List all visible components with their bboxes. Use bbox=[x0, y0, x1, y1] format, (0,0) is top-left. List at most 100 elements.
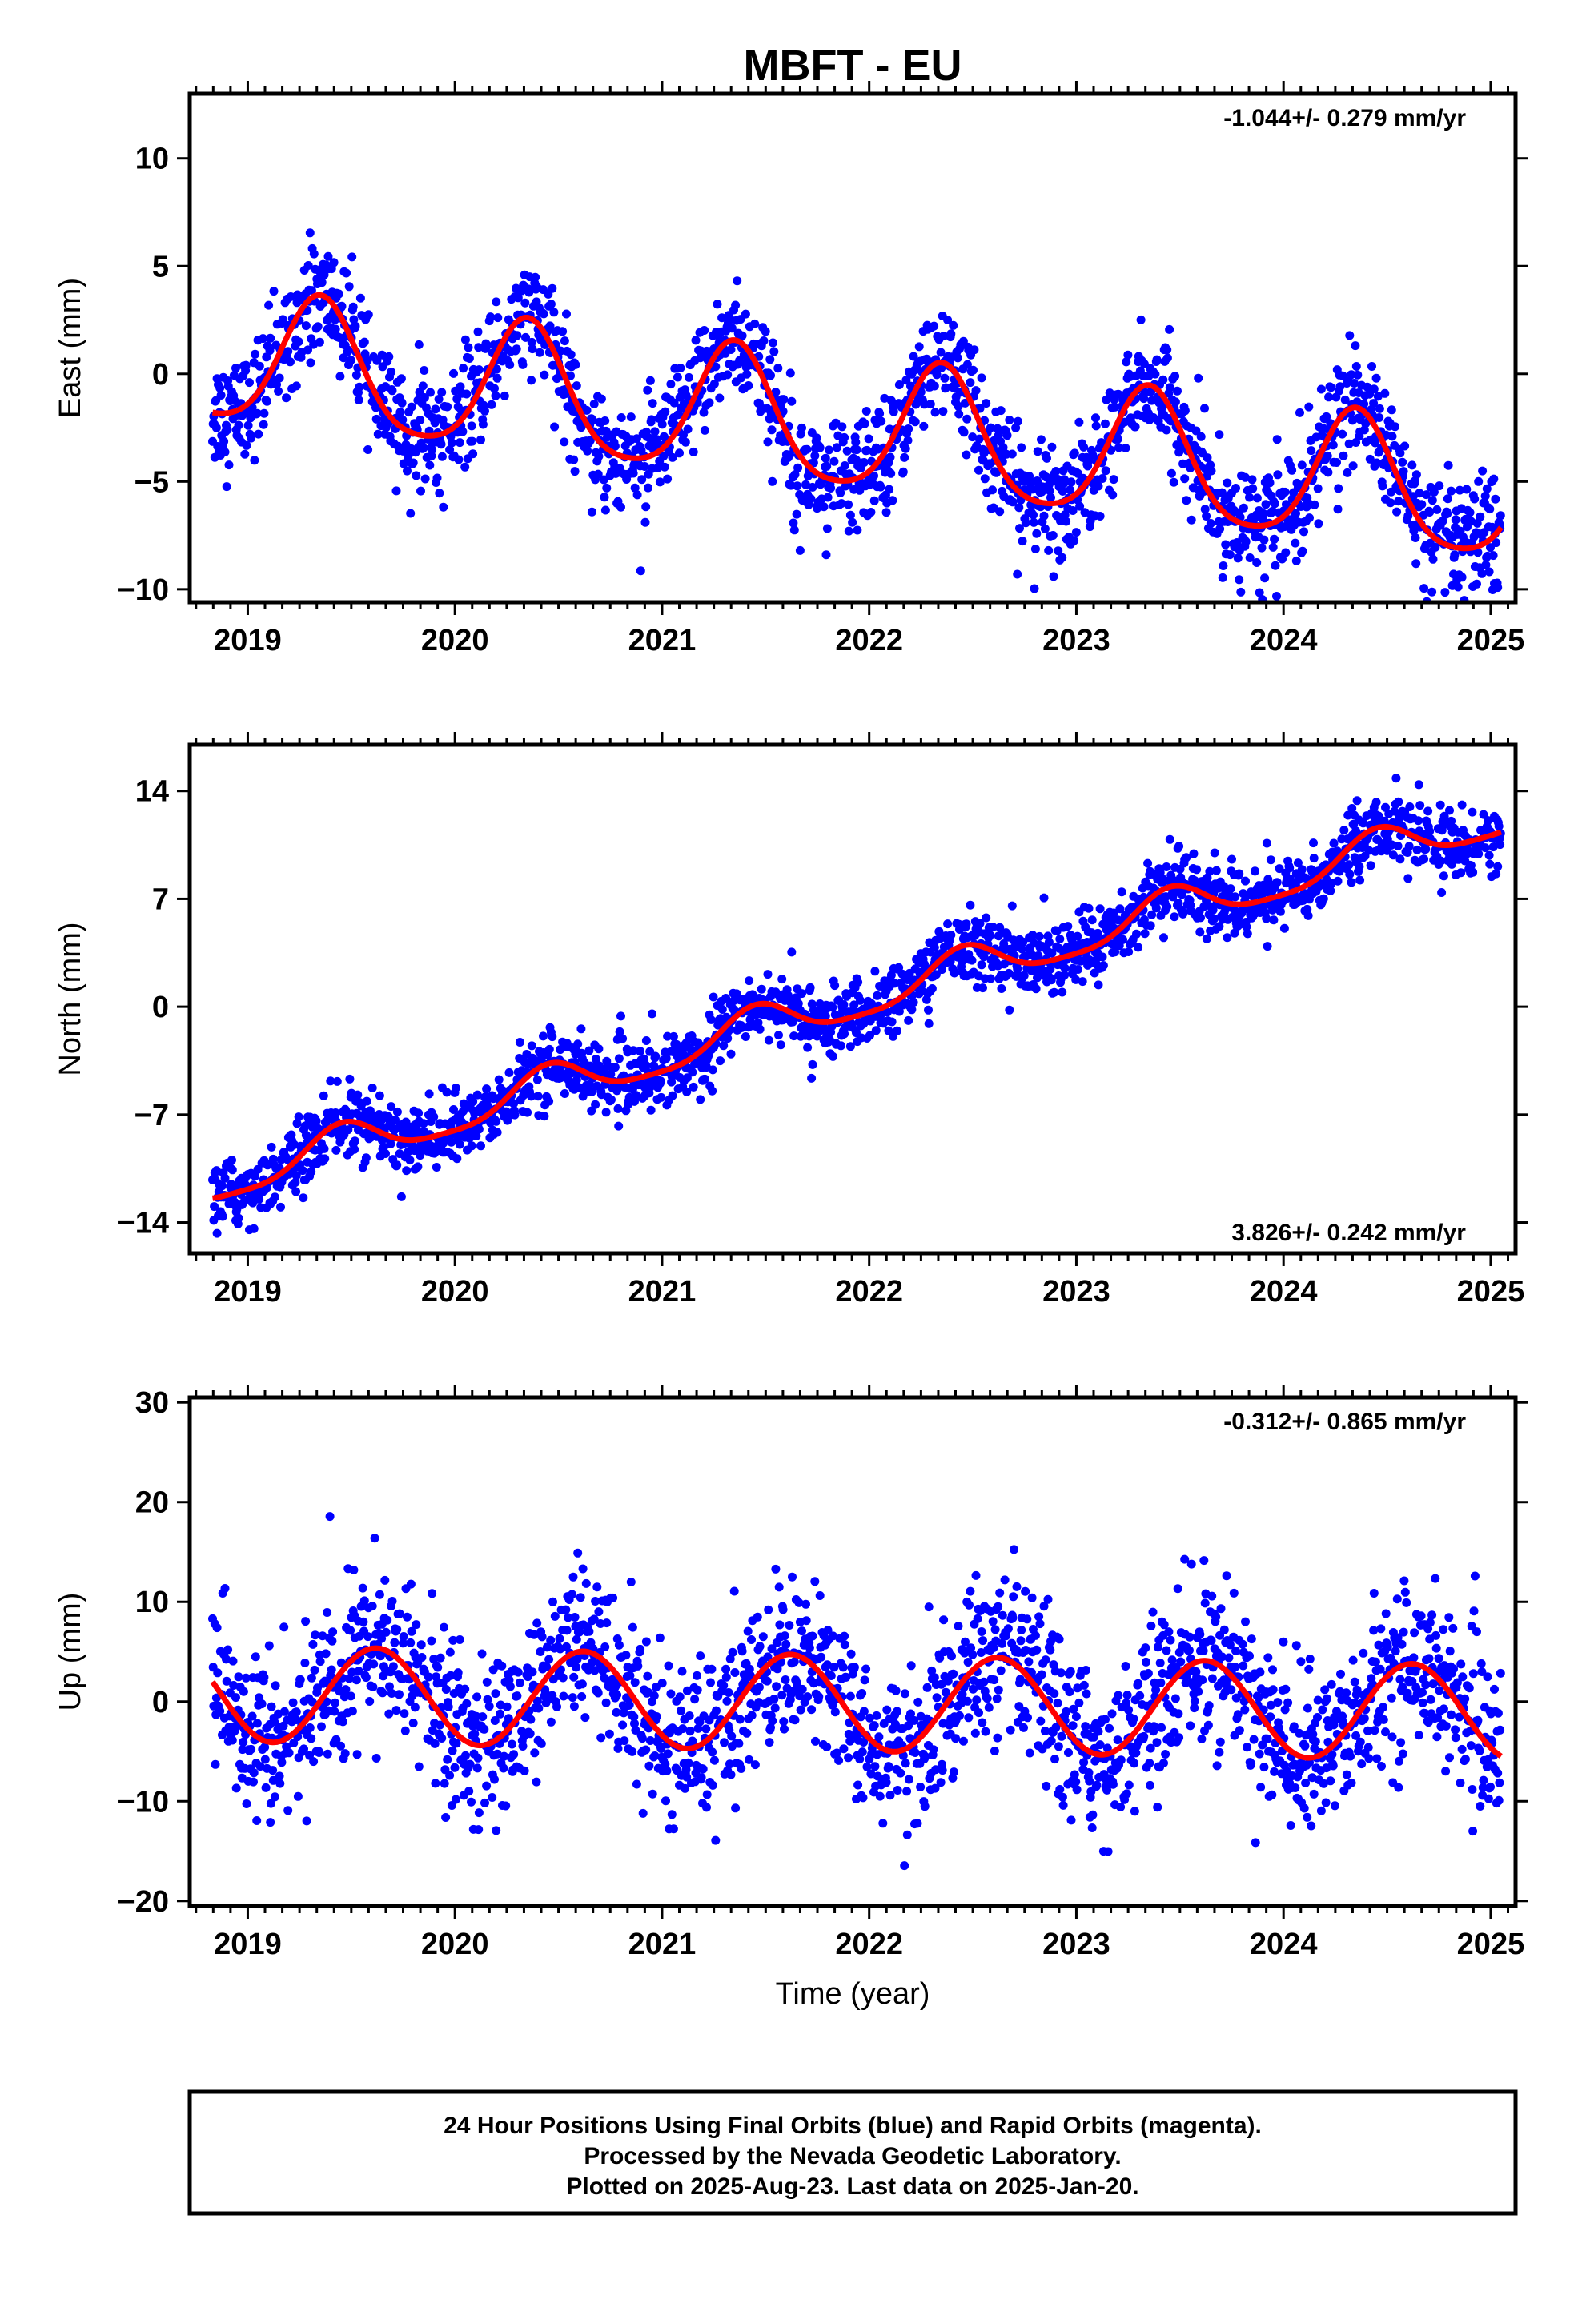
north-data-point bbox=[576, 1024, 586, 1034]
up-data-point bbox=[252, 1719, 262, 1728]
east-data-point bbox=[821, 550, 831, 560]
east-data-point bbox=[492, 373, 502, 383]
north-data-point bbox=[1017, 944, 1026, 954]
up-data-point bbox=[445, 1771, 455, 1780]
east-data-point bbox=[666, 380, 676, 389]
east-data-point bbox=[1182, 496, 1191, 505]
north-data-point bbox=[839, 1000, 849, 1009]
north-y-tick-label: 0 bbox=[152, 991, 169, 1024]
north-data-point bbox=[1093, 928, 1102, 938]
north-data-point bbox=[1044, 937, 1054, 947]
up-data-point bbox=[408, 1719, 418, 1728]
north-data-point bbox=[1303, 911, 1313, 920]
north-data-point bbox=[763, 970, 773, 979]
east-data-point bbox=[1005, 416, 1014, 424]
east-data-point bbox=[610, 441, 620, 451]
east-data-point bbox=[407, 402, 416, 412]
east-data-point bbox=[305, 228, 315, 238]
up-data-point bbox=[307, 1734, 316, 1743]
east-data-point bbox=[1062, 517, 1071, 526]
east-data-point bbox=[391, 486, 401, 496]
east-data-point bbox=[949, 320, 958, 330]
east-data-point bbox=[1369, 384, 1379, 394]
north-data-point bbox=[613, 1104, 623, 1113]
east-data-point bbox=[643, 385, 652, 395]
east-data-point bbox=[468, 449, 478, 459]
north-data-point bbox=[1279, 923, 1289, 933]
east-data-point bbox=[1395, 448, 1405, 458]
north-data-point bbox=[1326, 886, 1335, 895]
up-data-point bbox=[317, 1722, 326, 1731]
up-data-point bbox=[455, 1635, 464, 1644]
up-data-point bbox=[400, 1709, 409, 1719]
up-data-point bbox=[368, 1683, 378, 1691]
east-data-point bbox=[768, 476, 777, 486]
north-data-point bbox=[1151, 903, 1161, 913]
north-data-point bbox=[447, 1137, 456, 1147]
east-data-point bbox=[900, 452, 909, 462]
east-data-point bbox=[840, 461, 849, 470]
east-data-point bbox=[334, 289, 343, 299]
north-data-point bbox=[610, 1063, 620, 1072]
east-data-point bbox=[222, 482, 231, 492]
east-data-point bbox=[1122, 357, 1131, 367]
up-data-point bbox=[492, 1826, 501, 1835]
north-data-point bbox=[472, 1132, 481, 1140]
east-data-point bbox=[255, 361, 264, 371]
up-data-point bbox=[351, 1675, 361, 1685]
east-data-point bbox=[1255, 588, 1264, 597]
north-data-point bbox=[442, 1088, 452, 1097]
east-data-point bbox=[644, 483, 652, 493]
east-data-point bbox=[632, 490, 642, 500]
east-data-point bbox=[1091, 421, 1101, 431]
east-data-point bbox=[1451, 515, 1460, 525]
east-data-point bbox=[766, 409, 776, 419]
north-data-point bbox=[220, 1173, 230, 1183]
up-data-point bbox=[473, 1753, 483, 1763]
up-data-point bbox=[509, 1750, 519, 1759]
up-data-point bbox=[593, 1688, 603, 1698]
east-data-point bbox=[959, 428, 969, 437]
up-data-point bbox=[327, 1665, 336, 1675]
north-data-point bbox=[1344, 860, 1354, 870]
east-data-point bbox=[1351, 362, 1361, 371]
up-data-point bbox=[381, 1627, 391, 1637]
up-data-point bbox=[309, 1757, 319, 1767]
east-data-point bbox=[840, 432, 849, 442]
east-data-point bbox=[1270, 534, 1279, 544]
up-data-point bbox=[215, 1707, 225, 1716]
east-data-point bbox=[1178, 459, 1188, 468]
up-data-point bbox=[573, 1548, 583, 1558]
east-data-point bbox=[220, 448, 230, 456]
east-data-point bbox=[1332, 458, 1341, 467]
north-data-point bbox=[249, 1224, 259, 1233]
up-data-point bbox=[550, 1611, 560, 1621]
north-data-point bbox=[1419, 854, 1429, 864]
east-data-point bbox=[337, 301, 347, 311]
east-data-point bbox=[626, 412, 636, 422]
east-data-point bbox=[1054, 546, 1063, 556]
east-data-point bbox=[723, 370, 733, 380]
east-data-point bbox=[550, 422, 560, 432]
north-data-point bbox=[1039, 893, 1049, 903]
up-data-point bbox=[340, 1749, 350, 1759]
east-data-point bbox=[245, 378, 254, 388]
north-data-point bbox=[656, 1092, 666, 1102]
north-data-point bbox=[614, 1054, 624, 1063]
east-data-point bbox=[1158, 375, 1168, 384]
north-data-point bbox=[986, 931, 995, 940]
east-data-point bbox=[1028, 485, 1038, 494]
north-data-point bbox=[1208, 905, 1218, 915]
up-data-point bbox=[452, 1739, 461, 1748]
east-data-point bbox=[1369, 399, 1379, 408]
north-data-point bbox=[1004, 968, 1014, 978]
east-data-point bbox=[535, 348, 544, 357]
north-data-point bbox=[1394, 797, 1403, 806]
up-data-point bbox=[359, 1596, 369, 1606]
north-data-point bbox=[689, 1082, 698, 1092]
north-data-point bbox=[343, 1125, 353, 1135]
east-data-point bbox=[1473, 548, 1483, 557]
north-data-point bbox=[890, 979, 900, 988]
east-data-point bbox=[323, 251, 333, 261]
east-data-point bbox=[1305, 513, 1314, 523]
